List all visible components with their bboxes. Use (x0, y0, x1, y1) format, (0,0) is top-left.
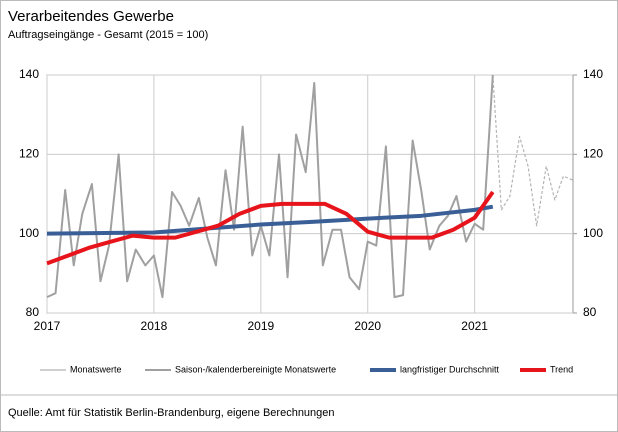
x-tick-label: 2017 (34, 319, 61, 333)
series-line (46, 204, 494, 236)
legend-label: Saison-/kalenderbereinigte Monatswerte (175, 364, 336, 374)
y2-tick-label: 140 (583, 67, 603, 81)
legend-label: langfristiger Durchschnitt (400, 364, 500, 374)
series-line (46, 190, 495, 266)
x-tick-label: 2019 (247, 319, 274, 333)
y2-tick-label: 120 (583, 147, 603, 161)
source: Quelle: Amt für Statistik Berlin-Branden… (8, 407, 335, 419)
x-tick-label: 2018 (141, 319, 168, 333)
y-tick-label: 120 (19, 147, 39, 161)
y-tick-label: 100 (19, 226, 39, 240)
chart-title: Verarbeitendes Gewerbe (8, 8, 174, 25)
series-line (492, 74, 574, 227)
x-tick-label: 2020 (354, 319, 381, 333)
y2-tick-label: 100 (583, 226, 603, 240)
y-tick-label: 80 (26, 305, 40, 319)
legend-label: Trend (550, 364, 573, 374)
legend-label: Monatswerte (70, 364, 122, 374)
x-tick-label: 2021 (461, 319, 488, 333)
series-line (46, 74, 494, 299)
y2-tick-label: 80 (583, 305, 597, 319)
chart-subtitle: Auftragseingänge - Gesamt (2015 = 100) (8, 29, 208, 41)
y-tick-label: 140 (19, 67, 39, 81)
